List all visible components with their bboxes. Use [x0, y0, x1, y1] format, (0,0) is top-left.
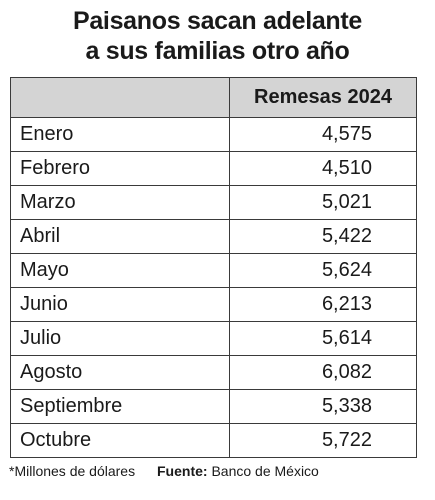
month-cell: Mayo — [10, 253, 230, 288]
remittances-table: Remesas 2024 Enero 4,575 Febrero 4,510 Marzo… — [10, 77, 417, 458]
month-cell: Junio — [10, 287, 230, 322]
remittance-value-cell: 5,338 — [229, 389, 417, 424]
source-label: Fuente: — [157, 463, 208, 479]
remittance-value-cell: 4,510 — [229, 151, 417, 186]
remittance-value-cell: 6,082 — [229, 355, 417, 390]
footnote: *Millones de dólares — [9, 463, 136, 479]
month-cell: Octubre — [10, 423, 230, 458]
remittance-value-cell: 5,614 — [229, 321, 417, 356]
table-row: Junio 6,213 — [10, 287, 417, 322]
chart-title-line-2: a sus familias otro año — [85, 37, 350, 65]
table-row: Octubre 5,722 — [10, 423, 417, 458]
table-row: Julio 5,614 — [10, 321, 417, 356]
remittance-value-cell: 5,422 — [229, 219, 417, 254]
month-cell: Marzo — [10, 185, 230, 220]
table-header-row: Remesas 2024 — [10, 77, 417, 118]
table-row: Septiembre 5,338 — [10, 389, 417, 424]
table-row: Marzo 5,021 — [10, 185, 417, 220]
month-cell: Agosto — [10, 355, 230, 390]
month-cell: Febrero — [10, 151, 230, 186]
table-row: Enero 4,575 — [10, 117, 417, 152]
month-cell: Enero — [10, 117, 230, 152]
header-cell-remesas: Remesas 2024 — [229, 77, 417, 118]
chart-title: Paisanos sacan adelante a sus familias o… — [0, 6, 435, 66]
header-cell-month — [10, 77, 230, 118]
remittance-value-cell: 6,213 — [229, 287, 417, 322]
remittance-value-cell: 4,575 — [229, 117, 417, 152]
table-body: Enero 4,575 Febrero 4,510 Marzo 5,021 Abril 5,4… — [10, 117, 417, 458]
remittance-value-cell: 5,021 — [229, 185, 417, 220]
source-value: Banco de México — [211, 463, 319, 479]
table-row: Mayo 5,624 — [10, 253, 417, 288]
remittance-value-cell: 5,722 — [229, 423, 417, 458]
remittance-value-cell: 5,624 — [229, 253, 417, 288]
month-cell: Abril — [10, 219, 230, 254]
table-row: Agosto 6,082 — [10, 355, 417, 390]
table-row: Abril 5,422 — [10, 219, 417, 254]
month-cell: Julio — [10, 321, 230, 356]
source-credit: Fuente: Banco de México — [157, 463, 319, 479]
table-row: Febrero 4,510 — [10, 151, 417, 186]
month-cell: Septiembre — [10, 389, 230, 424]
chart-title-line-1: Paisanos sacan adelante — [72, 7, 363, 35]
